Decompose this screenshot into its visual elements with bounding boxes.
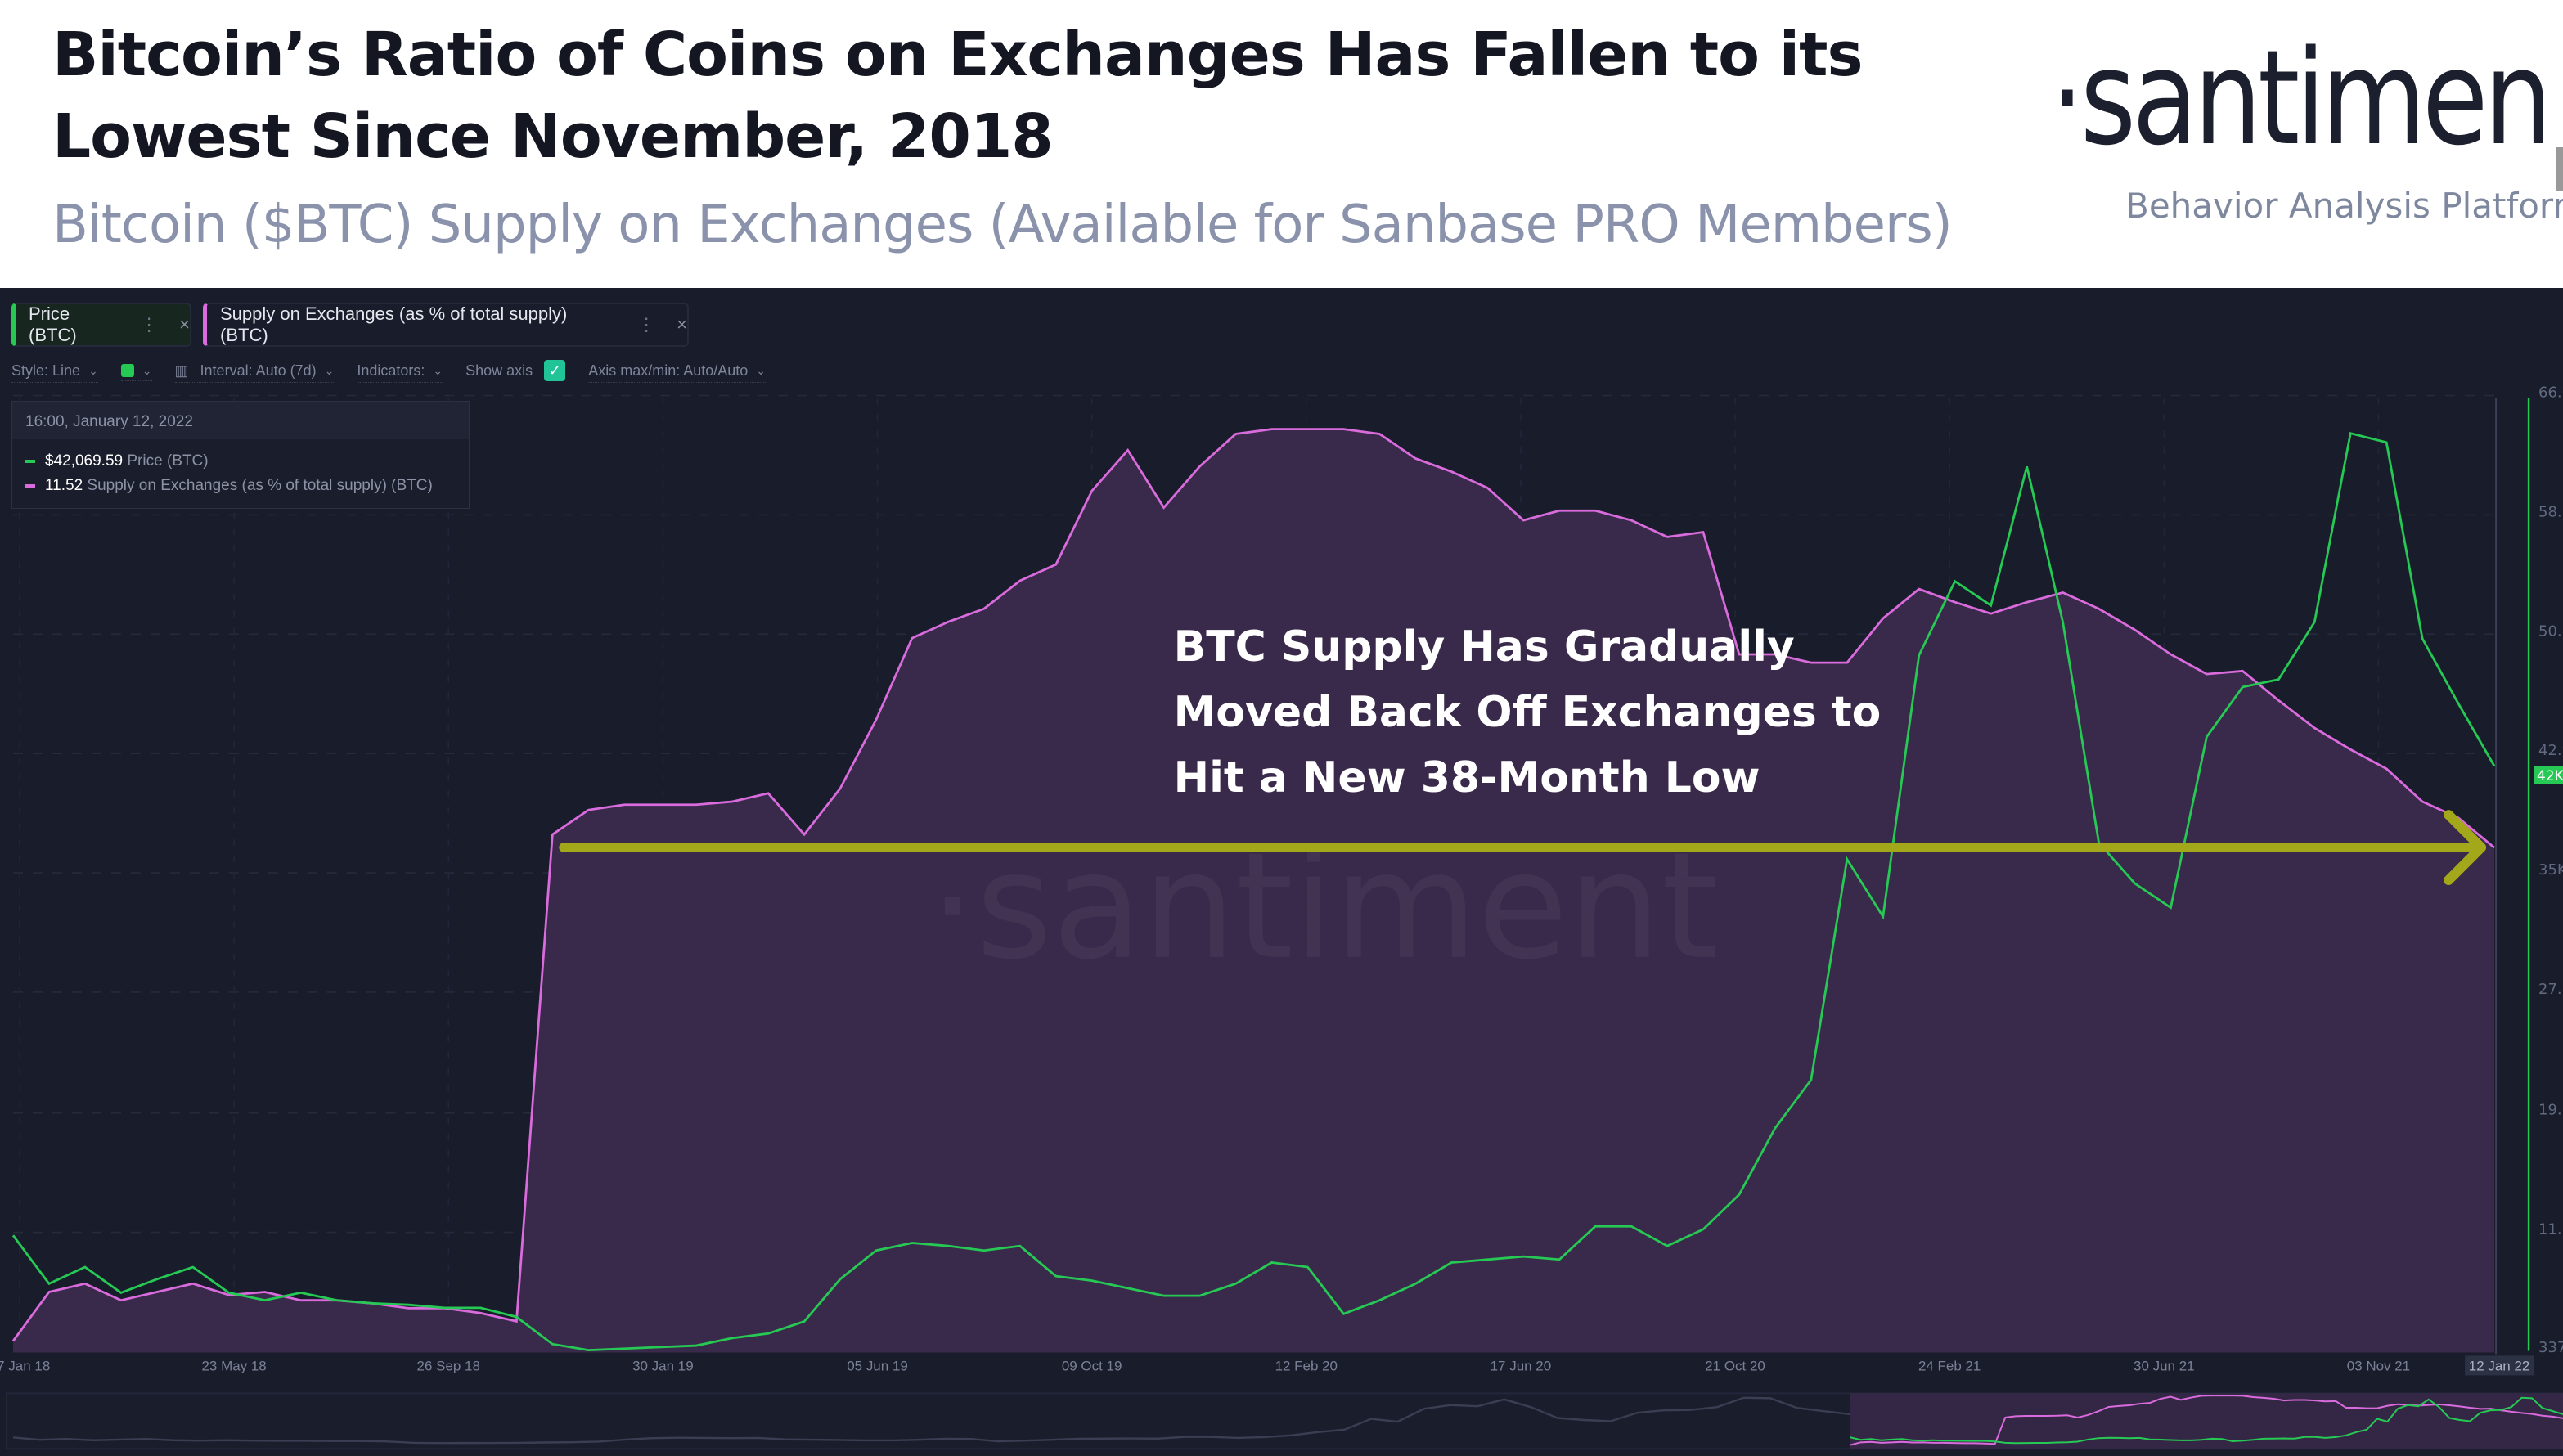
axis-maxmin-label: Axis max/min: Auto/Auto — [588, 362, 749, 379]
price-axis-tick: 35K — [2538, 861, 2563, 879]
price-axis-tick: 50.8 — [2538, 622, 2563, 640]
x-axis-tick: 17 Jan 18 — [0, 1358, 50, 1373]
close-icon[interactable]: × — [179, 314, 190, 335]
santiment-logo: ·santimen — [2050, 21, 2552, 174]
tagline: Behavior Analysis Platform — [2125, 186, 2563, 226]
price-axis-tick: 42.9 — [2538, 742, 2563, 759]
color-swatch — [120, 364, 134, 377]
more-vertical-icon[interactable]: ⋮ — [140, 314, 159, 335]
headline-line-1: Bitcoin’s Ratio of Coins on Exchanges Ha… — [52, 20, 1864, 90]
annotation-text: Hit a New 38-Month Low — [1174, 753, 1760, 802]
annotation-text: BTC Supply Has Gradually — [1174, 622, 1795, 672]
supply-legend-swatch — [25, 483, 35, 488]
show-axis-label: Show axis — [465, 362, 533, 379]
x-axis-tick: 05 Jun 19 — [847, 1358, 908, 1373]
checkbox-checked-icon[interactable]: ✓ — [544, 360, 566, 381]
chevron-down-icon: ⌄ — [756, 363, 767, 377]
chart-panel: 66.6 58.7 50.8 42.9 35K 27.1 19.1 11.2 337 17 Jan… — [0, 288, 2563, 1456]
headline-line-2: Lowest Since November, 2018 — [52, 101, 1054, 172]
navigator-price-line — [12, 1396, 1850, 1445]
interval-label: Interval: Auto (7d) — [200, 362, 317, 379]
tab-label: Price (BTC) — [29, 303, 77, 345]
x-axis-tick: 21 Oct 20 — [1705, 1358, 1765, 1373]
x-current-label: 12 Jan 22 — [2469, 1358, 2530, 1373]
x-axis-tick: 30 Jun 21 — [2134, 1358, 2195, 1373]
price-axis-tick: 66.6 — [2538, 384, 2563, 402]
calendar-icon: ▥ — [174, 362, 189, 379]
tooltip-datetime: 16:00, January 12, 2022 — [12, 402, 469, 439]
supply-area — [12, 429, 2495, 1353]
logo-divider — [2556, 147, 2563, 191]
indicators-dropdown[interactable]: Indicators: ⌄ — [357, 362, 443, 383]
x-axis-tick: 12 Feb 20 — [1275, 1358, 1338, 1373]
chart: 66.6 58.7 50.8 42.9 35K 27.1 19.1 11.2 337 17 Jan… — [0, 384, 2563, 1450]
header: Bitcoin’s Ratio of Coins on Exchanges Ha… — [0, 0, 2563, 288]
tab-price-btc[interactable]: Price (BTC) ⋮ × — [11, 303, 191, 347]
chevron-down-icon: ⌄ — [324, 363, 335, 377]
tooltip-price-value: $42,069.59 — [45, 452, 124, 470]
tooltip-price-row: $42,069.59 Price (BTC) — [12, 452, 469, 470]
style-dropdown[interactable]: Style: Line ⌄ — [11, 362, 98, 383]
price-current-badge-label: 42K — [2537, 768, 2563, 784]
price-line — [11, 431, 2496, 1351]
supply-line — [11, 428, 2495, 1342]
navigator-selected-price-line — [1850, 1396, 2563, 1445]
navigator-supply-line — [1850, 1395, 2563, 1446]
x-axis-tick: 30 Jan 19 — [632, 1358, 694, 1373]
x-axis-tick: 23 May 18 — [201, 1358, 266, 1373]
tooltip-supply-value: 11.52 — [45, 477, 83, 494]
tab-supply-on-exchanges[interactable]: Supply on Exchanges (as % of total suppl… — [203, 303, 689, 347]
annotation-arrowhead — [2444, 810, 2487, 885]
indicators-label: Indicators: — [357, 362, 425, 379]
tooltip-supply-row: 11.52 Supply on Exchanges (as % of total… — [12, 477, 469, 495]
chart-tooltip: 16:00, January 12, 2022 $42,069.59 Price… — [11, 401, 470, 509]
price-legend-swatch — [25, 459, 35, 463]
close-icon[interactable]: × — [677, 314, 687, 335]
price-axis-tick: 27.1 — [2538, 981, 2563, 998]
axis-maxmin-dropdown[interactable]: Axis max/min: Auto/Auto ⌄ — [588, 362, 767, 383]
tooltip-price-label: Price (BTC) — [127, 452, 209, 470]
price-current-badge — [2534, 766, 2563, 784]
x-axis-tick: 03 Nov 21 — [2347, 1358, 2410, 1373]
subtitle: Bitcoin ($BTC) Supply on Exchanges (Avai… — [52, 195, 1953, 255]
x-axis-tick: 17 Jun 20 — [1491, 1358, 1552, 1373]
price-axis-tick: 337 — [2538, 1339, 2563, 1356]
style-label: Style: Line — [11, 362, 81, 379]
price-axis-tick: 19.1 — [2538, 1102, 2563, 1119]
x-axis-tick: 26 Sep 18 — [417, 1358, 480, 1373]
tooltip-supply-label: Supply on Exchanges (as % of total suppl… — [87, 477, 433, 494]
chevron-down-icon: ⌄ — [433, 363, 443, 377]
chevron-down-icon: ⌄ — [88, 363, 98, 377]
show-axis-toggle[interactable]: Show axis ✓ — [465, 360, 566, 384]
tab-label: Supply on Exchanges (as % of total suppl… — [220, 303, 568, 345]
x-current-badge — [2465, 1355, 2534, 1376]
more-vertical-icon[interactable]: ⋮ — [637, 314, 656, 335]
annotation-text: Moved Back Off Exchanges to — [1174, 688, 1882, 737]
x-axis-tick: 09 Oct 19 — [1062, 1358, 1122, 1373]
price-axis-tick: 11.2 — [2538, 1221, 2563, 1238]
chevron-down-icon: ⌄ — [142, 363, 152, 377]
interval-dropdown[interactable]: ▥ Interval: Auto (7d) ⌄ — [174, 362, 335, 383]
x-axis-tick: 24 Feb 21 — [1918, 1358, 1981, 1373]
price-axis-tick: 58.7 — [2538, 503, 2563, 520]
color-dropdown[interactable]: ⌄ — [120, 363, 152, 381]
chart-toolbar: Style: Line ⌄ ⌄ ▥ Interval: Auto (7d) ⌄ Ind… — [11, 360, 789, 384]
